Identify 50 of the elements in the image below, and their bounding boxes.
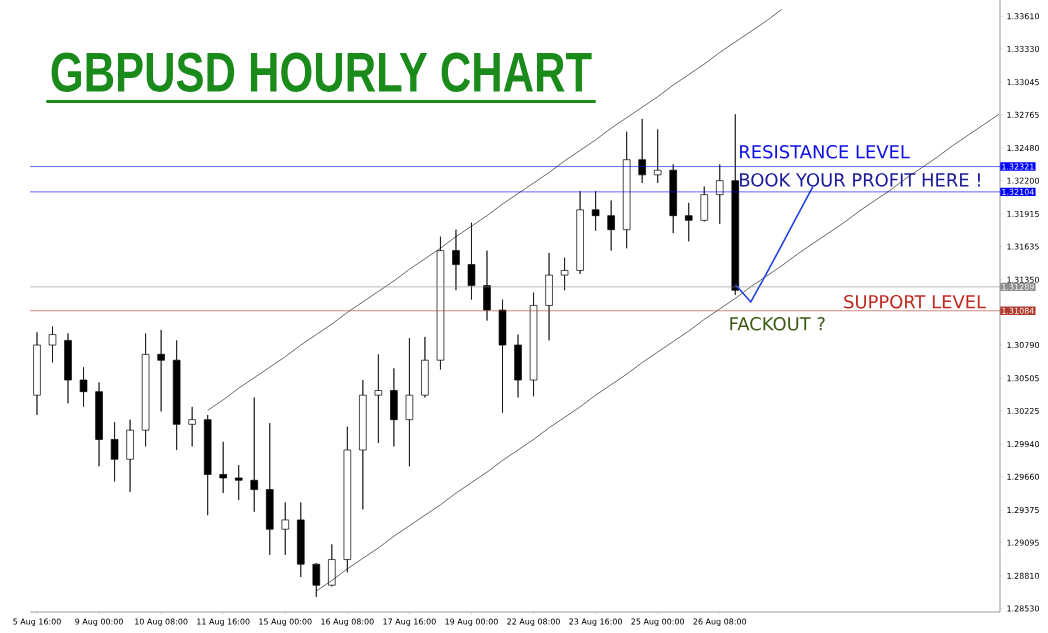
candlestick [591,190,600,232]
line-series [734,185,814,303]
candlestick [390,368,398,447]
candlestick [731,113,740,296]
candlestick [576,190,584,275]
candlestick [234,464,243,501]
candlestick [141,333,150,447]
candlestick [700,186,709,222]
candlestick [405,337,414,467]
candlestick [359,379,367,510]
candlestick [157,329,165,412]
candlestick [498,299,507,414]
candlestick [281,502,290,556]
candlestick [110,421,119,482]
candlestick [64,333,72,404]
candlestick [374,354,383,444]
candlestick [436,236,445,370]
annotation: SUPPORT LEVEL [844,294,986,309]
candlestick [483,250,491,321]
candlestick [452,229,460,291]
candlestick [250,397,258,513]
candlestick [188,406,196,447]
candlestick [265,422,274,556]
candlestick [467,222,476,300]
candlestick [48,326,57,363]
candlestick [560,257,569,291]
candlestick [607,200,615,251]
candlestick [653,129,662,184]
candlestick [219,441,227,494]
candlestick [297,502,305,578]
candlestick [622,131,631,249]
candlestick [669,164,677,234]
candlestick [684,202,693,242]
candlestick [172,340,181,451]
candlestick [33,331,41,416]
annotation: BOOK YOUR PROFIT HERE ! [740,173,980,187]
candlestick [126,419,134,493]
candlestick [421,336,429,398]
candlestick [529,292,538,397]
annotation: RESISTANCE LEVEL [740,144,910,159]
annotation: FACKOUT ? [730,316,825,331]
candlestick [638,118,646,184]
candlestick [545,252,553,341]
candlestick [343,426,352,573]
candlestick [95,382,103,467]
candlestick [203,414,212,516]
candlestick [79,366,88,408]
text: GBPUSD HOURLY CHART [51,52,592,92]
candlestick [328,544,336,587]
candlestick [514,334,522,398]
